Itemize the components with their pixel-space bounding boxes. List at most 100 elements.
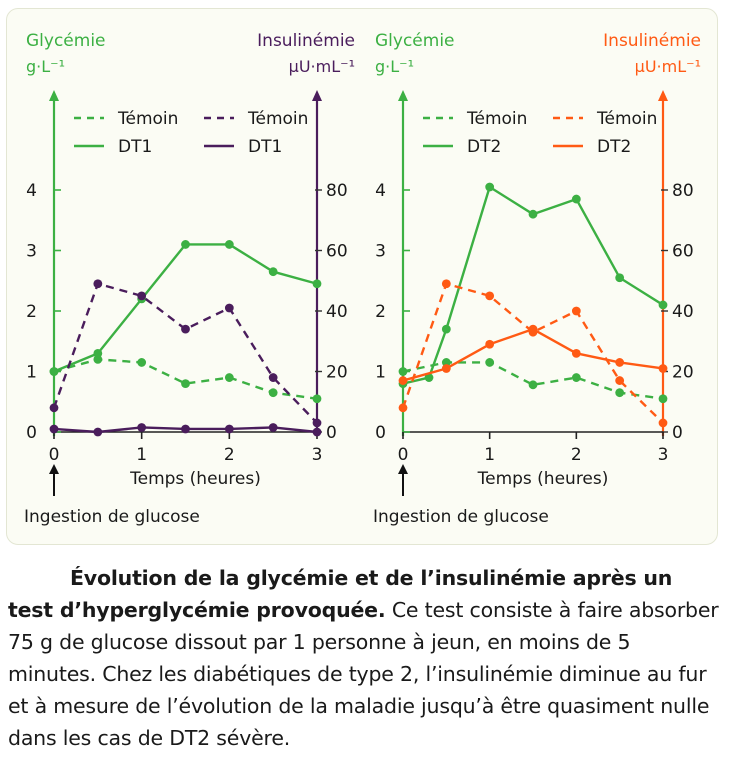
x-axis-title: Temps (heures) [477, 469, 609, 489]
data-point [137, 423, 147, 432]
data-point [49, 403, 59, 413]
data-point [441, 279, 451, 289]
data-point [658, 364, 668, 373]
x-tick-label: 2 [224, 445, 235, 465]
right-tick-label: 80 [672, 181, 694, 201]
legend-label: DT2 [597, 137, 631, 157]
right-axis-arrow [658, 90, 668, 101]
data-point [181, 379, 190, 388]
data-point [615, 358, 625, 367]
left-tick-label: 3 [26, 242, 37, 262]
left-axis-unit: g·L⁻¹ [26, 57, 65, 76]
right-tick-label: 40 [326, 302, 348, 322]
legend-label: Témoin [247, 109, 308, 129]
data-point [268, 267, 278, 277]
left-tick-label: 4 [375, 181, 386, 201]
data-point [571, 348, 581, 358]
data-point [485, 291, 495, 301]
right-tick-label: 0 [326, 423, 337, 443]
left-axis-title: Glycémie [375, 31, 455, 51]
data-point [181, 324, 190, 334]
left-tick-label: 0 [375, 423, 386, 443]
data-point [181, 240, 190, 249]
data-point [312, 279, 322, 289]
right-tick-label: 40 [672, 302, 694, 322]
data-point [441, 358, 451, 367]
data-point [615, 388, 625, 398]
left-tick-label: 1 [26, 363, 37, 383]
right-axis-title: Insulinémie [257, 31, 355, 51]
data-point [224, 424, 234, 434]
figure-caption: Évolution de la glycémie et de l’insulin… [8, 562, 720, 754]
data-point [398, 376, 408, 385]
data-point [658, 394, 668, 404]
x-tick-label: 1 [136, 445, 147, 465]
data-point [93, 427, 103, 437]
ingestion-label: Ingestion de glucose [373, 507, 549, 527]
data-point [424, 373, 434, 382]
data-point [658, 300, 668, 310]
legend-label: DT2 [467, 137, 501, 157]
data-point [528, 380, 538, 390]
data-point [312, 418, 322, 428]
data-point [441, 364, 451, 373]
data-point [485, 358, 495, 367]
x-tick-label: 0 [49, 445, 60, 465]
right-axis-title: Insulinémie [603, 31, 701, 51]
right-axis-arrow [312, 90, 322, 101]
data-point [528, 324, 538, 334]
data-point [93, 355, 103, 364]
caption-title: Évolution de la glycémie et de l’insulin… [8, 566, 673, 622]
data-point [49, 424, 59, 434]
data-point [93, 279, 103, 289]
series-line [402, 185, 664, 385]
data-point [137, 291, 147, 301]
data-point [485, 182, 495, 192]
data-point [485, 339, 495, 349]
right-tick-label: 60 [672, 242, 694, 262]
data-point [49, 367, 59, 376]
left-tick-label: 2 [375, 302, 386, 322]
left-axis-title: Glycémie [26, 31, 106, 51]
series-line [53, 243, 318, 373]
left-tick-label: 1 [375, 363, 386, 383]
data-point [571, 373, 581, 382]
data-point [268, 388, 278, 398]
data-point [398, 367, 408, 376]
x-axis-title: Temps (heures) [129, 469, 261, 489]
ingestion-label: Ingestion de glucose [24, 507, 200, 527]
left-axis-arrow [49, 90, 59, 101]
left-axis-unit: g·L⁻¹ [375, 57, 414, 76]
left-axis-arrow [398, 90, 408, 101]
data-point [137, 358, 147, 367]
left-tick-label: 4 [26, 181, 37, 201]
data-point [312, 427, 322, 437]
right-tick-label: 20 [672, 363, 694, 383]
data-point [571, 194, 581, 204]
data-point [224, 303, 234, 313]
caption-body: Ce test consiste à faire absorber 75 g d… [8, 598, 719, 750]
x-tick-label: 1 [484, 445, 495, 465]
right-tick-label: 20 [326, 363, 348, 383]
data-point [93, 348, 103, 358]
x-tick-label: 2 [571, 445, 582, 465]
x-tick-label: 0 [398, 445, 409, 465]
x-tick-label: 3 [312, 445, 323, 465]
data-point [224, 373, 234, 382]
right-tick-label: 0 [672, 423, 683, 443]
data-point [268, 423, 278, 432]
data-point [658, 418, 668, 428]
data-point [528, 209, 538, 219]
data-point [181, 424, 190, 434]
ingestion-arrow-head [398, 464, 408, 474]
left-tick-label: 2 [26, 302, 37, 322]
data-point [268, 373, 278, 382]
figure-panel [6, 8, 718, 545]
data-point [441, 324, 451, 334]
series-line [401, 282, 664, 424]
x-tick-label: 3 [658, 445, 669, 465]
left-tick-label: 3 [375, 242, 386, 262]
